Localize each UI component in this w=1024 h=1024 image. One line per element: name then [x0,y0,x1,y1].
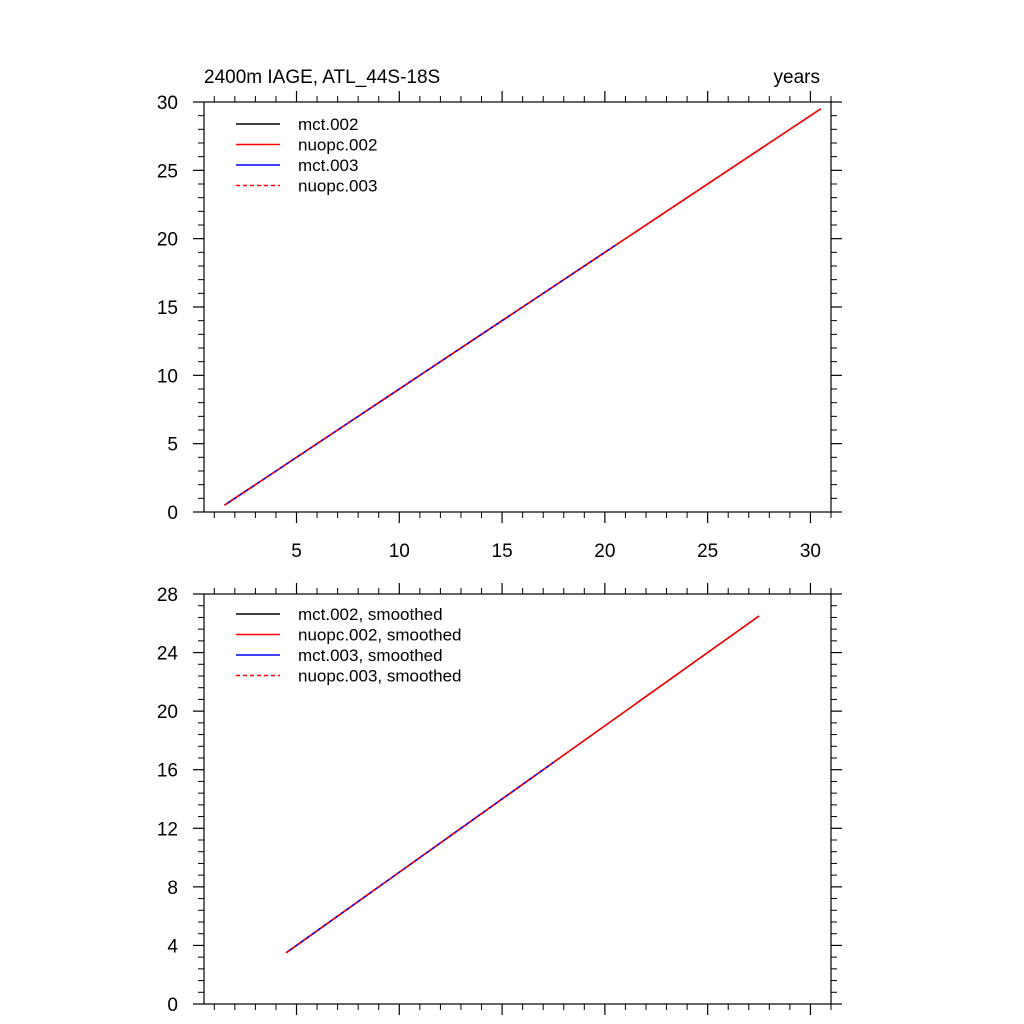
y-tick-label: 12 [157,819,178,840]
legend-label: nuopc.002 [298,136,377,155]
legend-label: mct.002 [298,115,358,134]
legend-label: mct.002, smoothed [298,605,443,624]
y-tick-label: 5 [167,435,178,456]
top-chart-panel: 2400m IAGE, ATL_44S-18S years 5 10 15 20 25 3… [157,67,842,562]
bottom-chart-panel: 0 4 8 12 16 20 24 28 mct.002, smoothed nuopc.002,… [157,583,842,1016]
y-tick-label: 24 [157,644,179,665]
plot-frame [203,593,832,1005]
y-tick-label: 25 [157,161,178,182]
legend-label: nuopc.003 [298,177,377,196]
y-tick-label: 30 [157,93,178,114]
y-tick-label: 28 [157,585,178,606]
legend-label: mct.003, smoothed [298,646,443,665]
x-tick-label: 5 [291,541,302,562]
top-chart-title: 2400m IAGE, ATL_44S-18S [204,67,440,88]
y-tick-label: 16 [157,761,178,782]
legend-label: nuopc.003, smoothed [298,667,462,686]
x-tick-label: 20 [594,541,615,562]
x-tick-label: 30 [800,541,821,562]
y-tick-label: 20 [157,702,178,723]
y-tick-label: 0 [167,995,178,1016]
series-line-3 [224,244,616,506]
legend-label: mct.003 [298,156,358,175]
y-tick-label: 15 [157,298,178,319]
x-tick-label: 15 [492,541,513,562]
series-line-3 [285,761,554,954]
legend-label: nuopc.002, smoothed [298,626,462,645]
y-tick-label: 0 [167,503,178,524]
top-chart-unit-label: years [774,67,820,88]
y-tick-label: 4 [167,936,178,957]
y-tick-label: 10 [157,366,178,387]
y-tick-label: 20 [157,230,178,251]
x-tick-label: 25 [697,541,718,562]
y-tick-label: 8 [167,878,178,899]
x-tick-label: 10 [389,541,410,562]
